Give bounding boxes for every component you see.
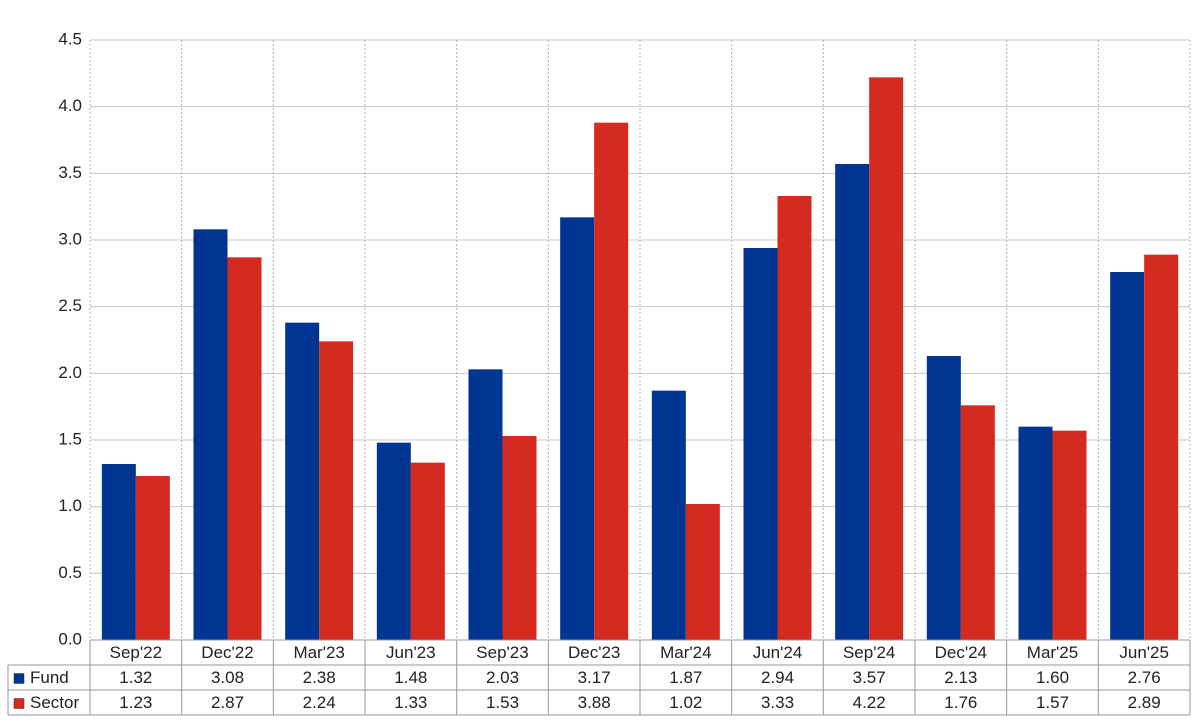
y-tick-label: 3.0 <box>58 229 82 248</box>
table-value: 2.94 <box>761 668 794 687</box>
legend-swatch <box>13 698 25 709</box>
y-tick-label: 4.0 <box>58 96 82 115</box>
bar <box>502 436 537 640</box>
bar <box>777 196 812 640</box>
table-value: 1.32 <box>119 668 152 687</box>
bar <box>285 322 320 640</box>
x-tick-label: Mar'23 <box>293 643 344 662</box>
table-value: 3.08 <box>211 668 244 687</box>
bar <box>101 464 136 640</box>
bar <box>560 217 595 641</box>
bar <box>319 341 354 640</box>
table-value: 2.89 <box>1128 693 1161 712</box>
x-tick-label: Jun'24 <box>753 643 803 662</box>
bar <box>1052 430 1087 640</box>
table-value: 1.60 <box>1036 668 1069 687</box>
bar <box>1018 426 1053 640</box>
bar <box>376 442 411 640</box>
bar <box>926 356 961 640</box>
y-tick-label: 2.5 <box>58 296 82 315</box>
bar <box>594 122 629 640</box>
table-value: 3.33 <box>761 693 794 712</box>
x-tick-label: Mar'24 <box>660 643 711 662</box>
y-tick-label: 1.0 <box>58 496 82 515</box>
legend-label: Fund <box>30 668 69 687</box>
table-value: 4.22 <box>853 693 886 712</box>
bar <box>410 462 445 640</box>
legend-swatch <box>13 673 25 684</box>
x-tick-label: Mar'25 <box>1027 643 1078 662</box>
x-tick-label: Sep'23 <box>476 643 528 662</box>
table-value: 2.76 <box>1128 668 1161 687</box>
x-tick-label: Jun'25 <box>1119 643 1169 662</box>
table-value: 1.33 <box>394 693 427 712</box>
y-tick-label: 0.5 <box>58 563 82 582</box>
table-value: 1.53 <box>486 693 519 712</box>
table-value: 2.24 <box>303 693 336 712</box>
y-tick-label: 2.0 <box>58 363 82 382</box>
bar <box>135 476 170 640</box>
y-tick-label: 3.5 <box>58 163 82 182</box>
x-tick-label: Sep'22 <box>110 643 162 662</box>
y-tick-label: 0.0 <box>58 629 82 648</box>
table-value: 2.13 <box>944 668 977 687</box>
bar <box>835 164 870 640</box>
table-value: 1.76 <box>944 693 977 712</box>
bar <box>869 77 904 641</box>
bar <box>193 229 228 641</box>
bar <box>960 405 995 640</box>
y-tick-label: 1.5 <box>58 429 82 448</box>
y-tick-label: 4.5 <box>58 29 82 48</box>
table-value: 2.87 <box>211 693 244 712</box>
bar <box>1144 254 1179 640</box>
bar <box>468 369 503 640</box>
table-value: 3.57 <box>853 668 886 687</box>
x-tick-label: Dec'24 <box>935 643 987 662</box>
x-tick-label: Jun'23 <box>386 643 436 662</box>
legend-label: Sector <box>30 693 79 712</box>
bar <box>685 504 720 640</box>
table-value: 3.88 <box>578 693 611 712</box>
bar <box>1110 272 1145 640</box>
table-value: 2.38 <box>303 668 336 687</box>
x-tick-label: Dec'23 <box>568 643 620 662</box>
table-value: 2.03 <box>486 668 519 687</box>
table-value: 1.87 <box>669 668 702 687</box>
table-value: 3.17 <box>578 668 611 687</box>
bar <box>743 248 778 640</box>
x-tick-label: Sep'24 <box>843 643 895 662</box>
bar <box>227 257 262 640</box>
bar <box>651 390 686 640</box>
table-value: 1.02 <box>669 693 702 712</box>
table-value: 1.48 <box>394 668 427 687</box>
x-tick-label: Dec'22 <box>201 643 253 662</box>
table-value: 1.23 <box>119 693 152 712</box>
table-value: 1.57 <box>1036 693 1069 712</box>
